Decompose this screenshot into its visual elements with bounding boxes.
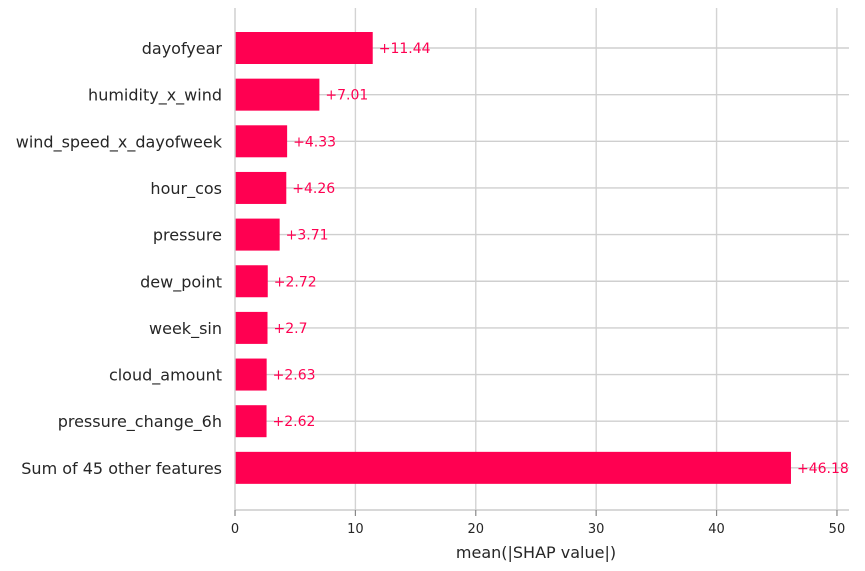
category-label: pressure bbox=[153, 226, 222, 245]
value-label: +7.01 bbox=[325, 88, 368, 104]
bar bbox=[235, 405, 267, 438]
category-label: dew_point bbox=[140, 272, 222, 292]
bar bbox=[235, 218, 280, 251]
bar bbox=[235, 311, 268, 344]
bar-layer bbox=[235, 32, 791, 484]
value-label: +2.62 bbox=[273, 414, 316, 430]
category-label: Sum of 45 other features bbox=[21, 459, 222, 478]
x-tick-label: 0 bbox=[231, 522, 239, 537]
x-tick-label: 30 bbox=[588, 522, 605, 537]
category-label: wind_speed_x_dayofweek bbox=[16, 132, 223, 152]
x-tick-label: 50 bbox=[829, 522, 846, 537]
value-label: +4.26 bbox=[292, 181, 335, 197]
bar bbox=[235, 125, 288, 158]
axis-layer: 0 10 20 30 40 50 bbox=[231, 8, 849, 537]
grid-layer bbox=[235, 8, 849, 510]
label-layer: dayofyear +11.44 humidity_x_wind +7.01 wind_… bbox=[16, 39, 849, 478]
x-tick-label: 40 bbox=[708, 522, 725, 537]
bar bbox=[235, 451, 791, 484]
bar bbox=[235, 171, 287, 204]
category-label: week_sin bbox=[149, 319, 222, 339]
bar bbox=[235, 358, 267, 391]
category-label: humidity_x_wind bbox=[88, 86, 222, 106]
value-label: +4.33 bbox=[293, 134, 336, 150]
value-label: +2.7 bbox=[274, 321, 308, 337]
category-label: dayofyear bbox=[142, 39, 223, 58]
value-label: +46.18 bbox=[797, 461, 849, 477]
value-label: +2.72 bbox=[274, 274, 317, 290]
value-label: +11.44 bbox=[379, 41, 431, 57]
bar bbox=[235, 265, 268, 298]
bar bbox=[235, 32, 373, 64]
x-tick-label: 20 bbox=[468, 522, 485, 537]
category-label: hour_cos bbox=[150, 179, 222, 199]
bar bbox=[235, 78, 320, 111]
x-tick-label: 10 bbox=[347, 522, 364, 537]
value-label: +2.63 bbox=[273, 368, 316, 384]
x-axis-title: mean(|SHAP value|) bbox=[456, 543, 616, 562]
value-label: +3.71 bbox=[286, 228, 329, 244]
category-label: cloud_amount bbox=[109, 366, 222, 386]
category-label: pressure_change_6h bbox=[58, 412, 222, 432]
